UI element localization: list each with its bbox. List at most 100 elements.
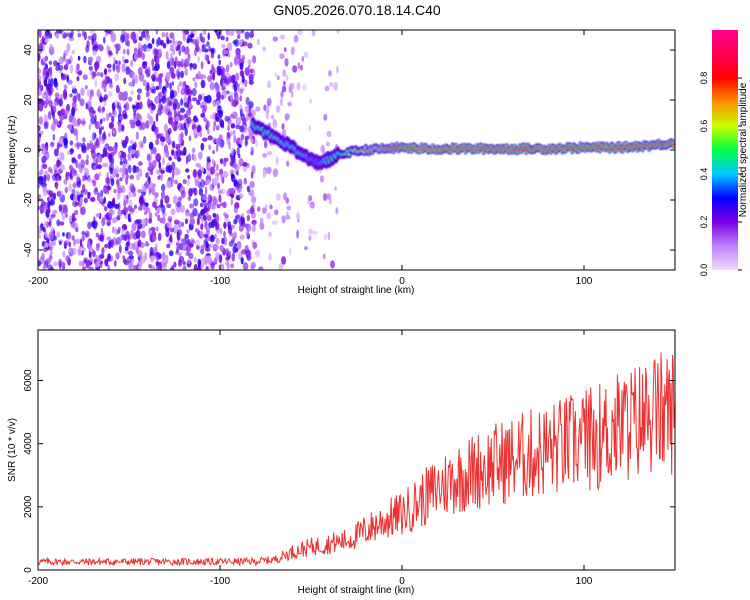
noise-speck: [242, 162, 248, 167]
noise-speck: [43, 121, 48, 130]
noise-speck: [85, 159, 89, 166]
noise-speck: [64, 186, 69, 194]
noise-speck: [38, 125, 41, 131]
noise-speck: [44, 55, 49, 62]
noise-speck: [46, 83, 50, 92]
noise-speck: [307, 199, 311, 205]
noise-speck: [216, 203, 221, 209]
noise-speck: [228, 250, 232, 256]
noise-speck: [130, 185, 136, 190]
noise-speck: [62, 232, 65, 237]
noise-speck: [108, 68, 112, 73]
noise-speck: [104, 31, 108, 37]
noise-speck: [68, 247, 72, 253]
noise-speck: [182, 32, 186, 42]
noise-speck: [84, 230, 90, 238]
noise-speck: [58, 204, 63, 212]
noise-speck: [296, 82, 301, 91]
noise-speck: [207, 32, 210, 41]
noise-speck: [217, 109, 223, 114]
noise-speck: [161, 254, 167, 260]
noise-speck: [47, 264, 53, 270]
snr-frame: [37, 329, 676, 571]
noise-speck: [137, 189, 143, 194]
noise-speck: [150, 227, 156, 232]
noise-speck: [138, 30, 142, 34]
noise-speck: [122, 140, 127, 149]
noise-speck: [140, 255, 146, 264]
noise-speck: [117, 187, 123, 194]
noise-speck: [212, 125, 216, 132]
noise-speck: [121, 30, 126, 35]
noise-speck: [279, 53, 285, 59]
noise-speck: [223, 157, 229, 162]
noise-speck: [178, 256, 185, 263]
noise-speck: [162, 87, 165, 95]
noise-speck: [83, 197, 88, 204]
noise-speck: [63, 84, 68, 90]
noise-speck: [181, 151, 187, 156]
noise-speck: [262, 170, 266, 179]
noise-speck: [135, 245, 139, 254]
noise-speck: [121, 63, 126, 69]
noise-speck: [81, 145, 87, 154]
noise-speck: [275, 156, 279, 166]
noise-speck: [249, 206, 255, 214]
noise-speck: [197, 124, 201, 133]
noise-speck: [49, 242, 54, 248]
noise-speck: [126, 48, 130, 56]
noise-speck: [146, 82, 150, 92]
noise-speck: [124, 246, 129, 251]
noise-speck: [251, 30, 254, 38]
noise-speck: [212, 72, 216, 81]
noise-speck: [217, 189, 223, 195]
noise-speck: [75, 133, 79, 142]
noise-speck: [233, 206, 238, 214]
noise-speck: [312, 230, 318, 235]
noise-speck: [124, 32, 128, 39]
noise-speck: [103, 131, 106, 140]
noise-speck: [87, 35, 93, 40]
noise-speck: [215, 83, 220, 93]
noise-speck: [98, 171, 102, 177]
noise-speck: [178, 48, 182, 56]
noise-speck: [243, 177, 247, 185]
noise-speck: [215, 222, 220, 231]
noise-speck: [171, 140, 176, 149]
noise-speck: [50, 77, 54, 87]
noise-speck: [77, 93, 81, 102]
noise-speck: [209, 242, 214, 249]
noise-speck: [145, 30, 149, 36]
noise-speck: [283, 80, 286, 86]
noise-speck: [176, 60, 182, 67]
noise-speck: [118, 105, 122, 115]
noise-speck: [64, 213, 69, 219]
noise-speck: [92, 49, 97, 56]
noise-speck: [42, 264, 46, 270]
noise-speck: [209, 69, 213, 75]
noise-speck: [122, 91, 126, 101]
noise-speck: [44, 230, 48, 238]
noise-speck: [139, 168, 143, 177]
noise-speck: [173, 109, 177, 118]
noise-speck: [89, 57, 93, 64]
noise-speck: [270, 114, 275, 120]
noise-speck: [328, 198, 332, 205]
noise-speck: [109, 167, 113, 175]
noise-speck: [246, 214, 251, 222]
noise-speck: [290, 90, 294, 99]
noise-speck: [69, 140, 74, 146]
noise-speck: [175, 143, 181, 150]
noise-speck: [327, 70, 332, 77]
noise-speck: [233, 219, 237, 225]
noise-speck: [241, 249, 247, 255]
noise-speck: [41, 143, 46, 150]
noise-speck: [56, 219, 61, 227]
noise-speck: [69, 64, 74, 74]
noise-speck: [98, 254, 105, 259]
noise-speck: [224, 115, 230, 122]
noise-speck: [225, 36, 229, 42]
noise-speck: [184, 30, 190, 35]
noise-speck: [118, 226, 121, 232]
